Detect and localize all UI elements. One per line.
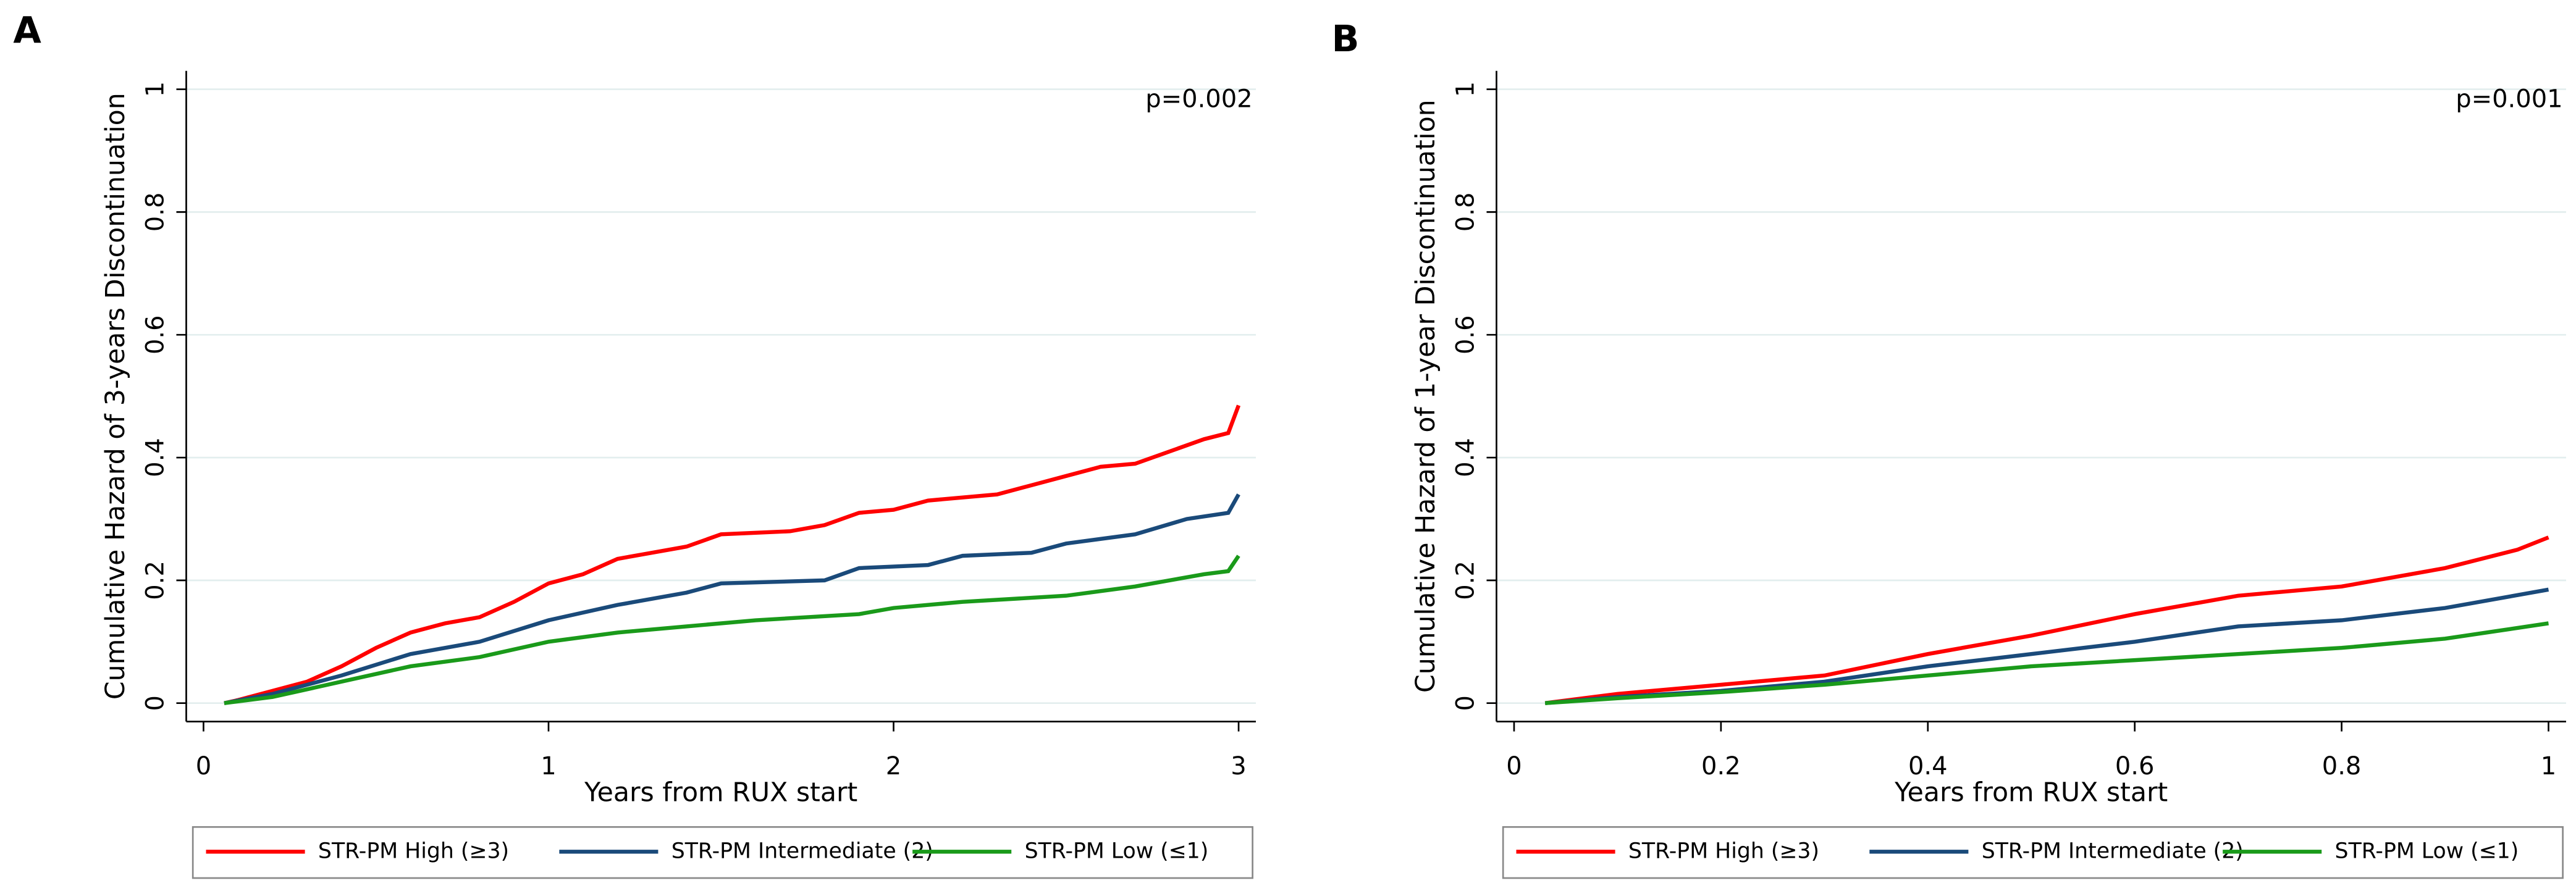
x-axis-title: Years from RUX start [1894, 777, 2168, 808]
y-axis-title: Cumulative Hazard of 3-years Discontinua… [100, 93, 131, 700]
series-line [1544, 621, 2549, 705]
series-line [224, 404, 1241, 705]
legend-label: STR-PM Low (≤1) [2335, 839, 2519, 863]
y-tick-label: 0 [141, 695, 169, 711]
x-tick-label: 0 [196, 752, 211, 780]
legend-label: STR-PM High (≥3) [1628, 839, 1819, 863]
y-tick-label: 0.8 [141, 193, 169, 232]
x-axis-title: Years from RUX start [584, 777, 857, 808]
legend-label: STR-PM Low (≤1) [1025, 839, 1209, 863]
y-tick-label: 0.2 [141, 561, 169, 600]
x-tick-label: 3 [1231, 752, 1246, 780]
y-tick-label: 0.6 [141, 315, 169, 354]
panel-label: A [13, 9, 41, 51]
legend-label: STR-PM High (≥3) [318, 839, 509, 863]
legend-label: STR-PM Intermediate (2) [671, 839, 933, 863]
x-tick-label: 0.4 [1908, 752, 1948, 780]
y-tick-label: 1 [1451, 82, 1480, 97]
y-tick-label: 0 [1451, 695, 1480, 711]
x-tick-label: 2 [886, 752, 901, 780]
p-value: p=0.001 [2456, 85, 2562, 114]
x-tick-label: 1 [2541, 752, 2556, 780]
y-tick-label: 0.2 [1451, 561, 1480, 600]
y-tick-label: 0.6 [1451, 315, 1480, 354]
p-value: p=0.002 [1145, 85, 1252, 114]
x-tick-label: 0 [1506, 752, 1522, 780]
x-tick-label: 0.8 [2322, 752, 2362, 780]
y-axis-title: Cumulative Hazard of 1-year Discontinuat… [1410, 99, 1441, 693]
panel-label: B [1332, 18, 1360, 60]
series-line [224, 554, 1240, 705]
series-line [1544, 535, 2549, 705]
y-tick-label: 0.4 [1451, 438, 1480, 477]
y-tick-label: 0.4 [141, 438, 169, 477]
y-tick-label: 1 [141, 82, 169, 97]
legend-box [192, 826, 1253, 879]
legend-box [1502, 826, 2564, 879]
x-tick-label: 0.2 [1701, 752, 1741, 780]
series-line [224, 493, 1240, 705]
x-tick-label: 0.6 [2115, 752, 2155, 780]
legend-label: STR-PM Intermediate (2) [1982, 839, 2244, 863]
y-tick-label: 0.8 [1451, 193, 1480, 232]
x-tick-label: 1 [541, 752, 556, 780]
